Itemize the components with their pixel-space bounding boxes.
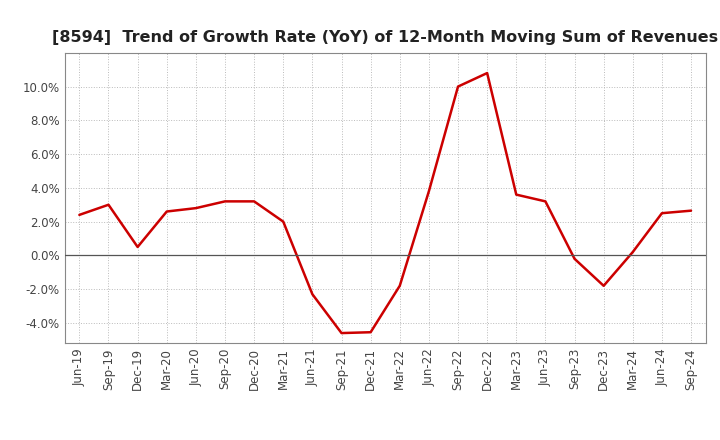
Title: [8594]  Trend of Growth Rate (YoY) of 12-Month Moving Sum of Revenues: [8594] Trend of Growth Rate (YoY) of 12-… [52, 29, 719, 45]
